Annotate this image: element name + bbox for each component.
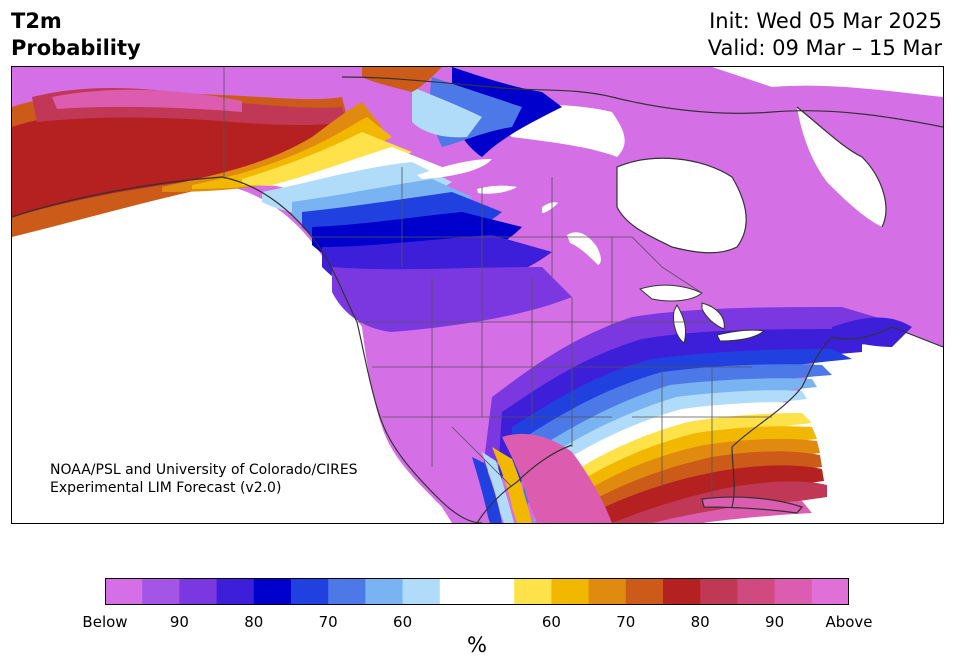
political-borders <box>223 67 772 497</box>
alaska-above-60 <box>192 117 392 189</box>
colorbar-swatch <box>105 578 143 605</box>
colorbar-swatches <box>105 578 850 605</box>
colorbar-swatch <box>737 578 776 605</box>
colorbar-swatch <box>625 578 664 605</box>
forecast-dates: Init: Wed 05 Mar 2025 Valid: 09 Mar – 15… <box>708 8 942 62</box>
colorbar <box>105 578 850 605</box>
colorbar-swatch <box>142 578 180 605</box>
colorbar-tick-label: Above <box>825 613 873 631</box>
colorbar-swatch <box>551 578 590 605</box>
texas-below-55 <box>482 452 514 523</box>
lake-athabasca <box>477 185 517 194</box>
map-title: T2m Probability <box>11 8 141 62</box>
init-date: Init: Wed 05 Mar 2025 <box>709 9 942 33</box>
colorbar-swatch <box>774 578 813 605</box>
lake-erie <box>716 329 766 342</box>
yukon-above-55 <box>242 132 412 186</box>
colorbar-swatch <box>811 578 850 605</box>
ohio-below-60 <box>532 378 817 523</box>
lake-huron <box>701 302 725 330</box>
valid-range: Valid: 09 Mar – 15 Mar <box>707 36 942 60</box>
maritimes-below-80 <box>832 317 912 347</box>
colorbar-units: % <box>467 633 487 657</box>
pacific-ocean <box>12 185 452 523</box>
title-variable: T2m <box>11 9 62 33</box>
alaska-above-90 <box>52 89 242 112</box>
colorbar-swatch <box>514 578 552 605</box>
lake-winnipeg <box>567 232 601 265</box>
title-quantity: Probability <box>11 36 141 60</box>
colorbar-swatch <box>291 578 329 605</box>
colorbar-swatch <box>253 578 292 605</box>
ohio-below-80 <box>497 329 862 487</box>
colorbar-swatch <box>402 578 441 605</box>
hudson-bay <box>617 158 747 253</box>
reindeer-lake <box>542 202 558 213</box>
colorbar-tick-label: 80 <box>690 613 710 631</box>
map-panel: NOAA/PSL and University of Colorado/CIRE… <box>11 66 944 524</box>
colorbar-tick-label: 70 <box>616 613 636 631</box>
alaska-above-80 <box>12 112 337 217</box>
colorbar-swatch <box>328 578 366 605</box>
nunavut-below-55 <box>412 87 482 138</box>
lake-michigan <box>673 303 687 344</box>
colorbar-tick-label: 80 <box>244 613 264 631</box>
coastlines <box>12 76 943 523</box>
colorbar-swatch <box>216 578 255 605</box>
colorbar-swatch <box>700 578 738 605</box>
colorbar-swatch <box>365 578 404 605</box>
colorbar-swatch <box>179 578 218 605</box>
probability-map <box>12 67 943 523</box>
ohio-below-65 <box>522 364 832 512</box>
ohio-below-70 <box>512 349 852 502</box>
colorbar-tick-label: 90 <box>765 613 785 631</box>
colorbar-swatch <box>588 578 627 605</box>
central-canada-below-85 <box>332 267 572 332</box>
great-slave-lake <box>417 159 492 179</box>
texas-below-70 <box>472 457 502 523</box>
credit-line-2: Experimental LIM Forecast (v2.0) <box>50 480 282 496</box>
colorbar-swatch <box>439 578 478 605</box>
arctic-ocean <box>712 67 943 97</box>
colorbar-tick-label: 60 <box>393 613 413 631</box>
credit-line-1: NOAA/PSL and University of Colorado/CIRE… <box>50 462 358 478</box>
texas-above-90 <box>502 433 612 523</box>
colorbar-tick-label: 90 <box>169 613 189 631</box>
colorbar-swatch <box>663 578 701 605</box>
colorbar-outline <box>105 578 849 605</box>
colorbar-swatch <box>477 578 515 605</box>
colorbar-tick-label: 70 <box>318 613 338 631</box>
colorbar-tick-label: 60 <box>541 613 561 631</box>
baffin-bay <box>797 107 886 227</box>
colorbar-tick-label: Below <box>82 613 128 631</box>
